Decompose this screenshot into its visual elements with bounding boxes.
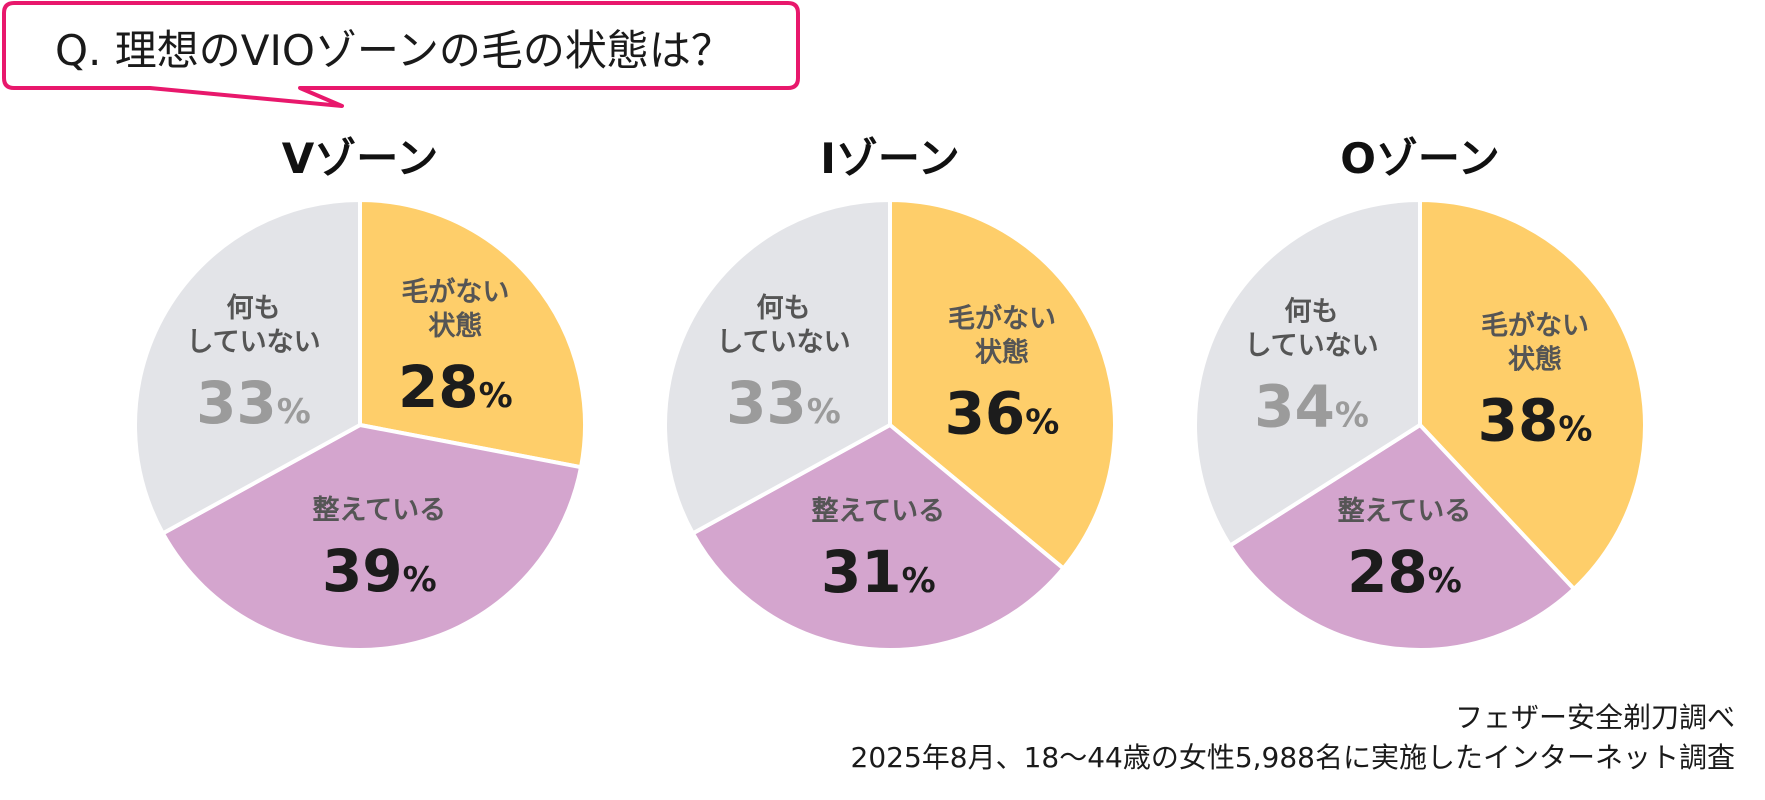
slice-label-hairless: 状態: [428, 310, 482, 342]
pie-slice-hairless: [888, 198, 1117, 571]
pie-slice-groomed: [1228, 423, 1577, 652]
slice-label-hairless: 状態: [1508, 343, 1562, 375]
source-note: フェザー安全剃刀調べ 2025年8月、18～44歳の女性5,988名に実施したイ…: [851, 698, 1736, 778]
slice-label-hairless: 状態: [975, 336, 1029, 368]
chart-title-o-zone: Oゾーン: [1340, 134, 1500, 183]
pie-slice-groomed: [690, 423, 1066, 652]
pie-slice-nothing: [133, 198, 362, 536]
chart-title-v-zone: Vゾーン: [281, 134, 439, 183]
question-text: Q. 理想のVIOゾーンの毛の状態は？: [55, 26, 733, 75]
slice-label-nothing: していない: [1244, 330, 1378, 361]
slice-label-hairless: 毛がない: [401, 276, 509, 308]
pie-chart-v-zone: Vゾーン 毛がない 状態 28% 整えている 39% 何も していない 33%: [130, 125, 590, 652]
slice-label-hairless: 毛がない: [1481, 309, 1589, 341]
slice-value-groomed: 39%: [322, 537, 437, 605]
source-line-1: フェザー安全剃刀調べ: [1454, 701, 1735, 734]
slice-label-groomed: 整えている: [313, 495, 447, 526]
pie-chart-i-zone: Iゾーン 毛がない 状態 36% 整えている 31% 何も していない 33%: [660, 125, 1120, 652]
slice-label-nothing: していない: [716, 327, 850, 358]
source-line-2: 2025年8月、18～44歳の女性5,988名に実施したインターネット調査: [850, 741, 1736, 774]
slice-label-groomed: 整えている: [1338, 496, 1472, 527]
slice-label-hairless: 毛がない: [948, 302, 1056, 334]
pie-slice-hairless: [358, 198, 587, 470]
slice-value-nothing: 33%: [726, 369, 841, 437]
slice-label-nothing: 何も: [1285, 296, 1339, 327]
slice-label-group-groomed: 整えている 39%: [313, 495, 447, 605]
pie-slice-nothing: [1193, 198, 1422, 548]
slice-label-nothing: していない: [186, 327, 320, 358]
slice-value-groomed: 31%: [821, 538, 936, 606]
slice-label-nothing: 何も: [226, 293, 280, 324]
pie-chart-o-zone: Oゾーン 毛がない 状態 38% 整えている 28% 何も していない 34%: [1190, 125, 1650, 652]
pie-slice-groomed: [160, 423, 584, 652]
slice-label-group-groomed: 整えている 31%: [812, 496, 946, 606]
slice-value-nothing: 33%: [196, 369, 311, 437]
slice-label-nothing: 何も: [756, 293, 810, 324]
chart-title-i-zone: Iゾーン: [820, 134, 960, 183]
pie-slice-nothing: [663, 198, 892, 536]
pie-slice-hairless: [1418, 198, 1647, 592]
slice-label-groomed: 整えている: [812, 496, 946, 527]
question-callout: [2, 1, 800, 108]
